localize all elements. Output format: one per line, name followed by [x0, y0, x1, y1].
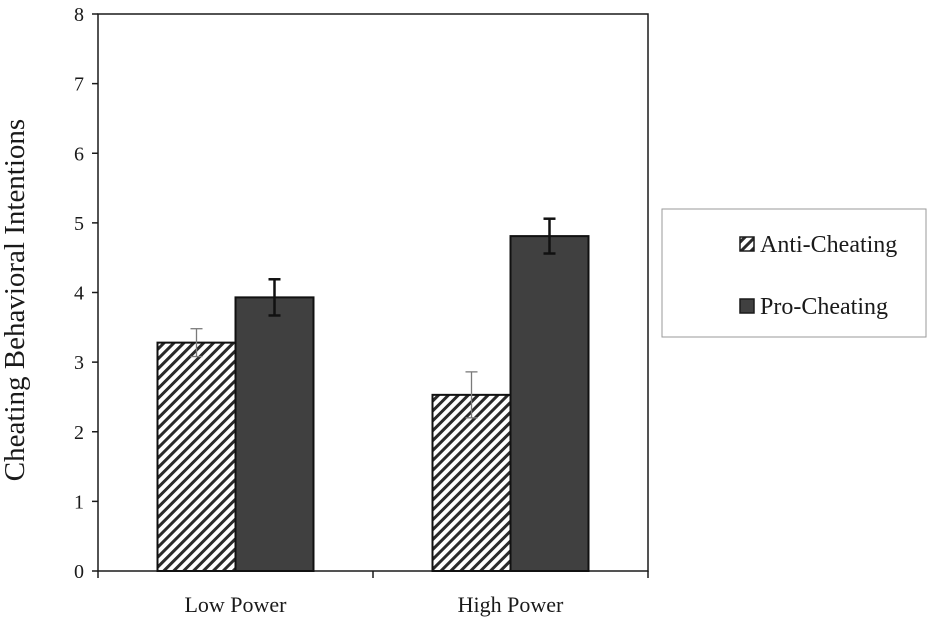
y-tick-label: 3: [74, 352, 84, 374]
legend-swatch-pro-cheating: [739, 298, 755, 314]
y-tick-label: 4: [74, 283, 84, 305]
error-bars: [190, 217, 556, 419]
legend-label-anti-cheating: Anti-Cheating: [760, 232, 897, 258]
bar-anti-cheating-low-power: [156, 341, 237, 572]
legend-box: [661, 208, 927, 338]
y-axis: 0 1 2 3 4 5 6 7 8: [74, 4, 98, 583]
x-axis: Low Power High Power: [97, 571, 649, 617]
x-category-label: Low Power: [184, 592, 287, 617]
y-tick-label: 8: [74, 4, 84, 26]
y-tick-label: 1: [74, 491, 84, 513]
y-tick-label: 2: [74, 422, 84, 444]
legend: Anti-Cheating Pro-Cheating: [661, 208, 927, 338]
x-category-label: High Power: [458, 592, 564, 617]
y-tick-label: 6: [74, 143, 84, 165]
legend-swatch-anti-cheating: [739, 236, 755, 252]
bar-anti-cheating-high-power: [431, 393, 512, 572]
y-tick-label: 0: [74, 561, 84, 583]
bar-pro-cheating-low-power: [234, 296, 315, 572]
bars: [156, 235, 590, 572]
y-tick-label: 7: [74, 74, 84, 96]
legend-label-pro-cheating: Pro-Cheating: [760, 294, 888, 320]
bar-pro-cheating-high-power: [509, 235, 590, 572]
y-axis-label: Cheating Behavioral Intentions: [0, 119, 31, 481]
y-tick-label: 5: [74, 213, 84, 235]
